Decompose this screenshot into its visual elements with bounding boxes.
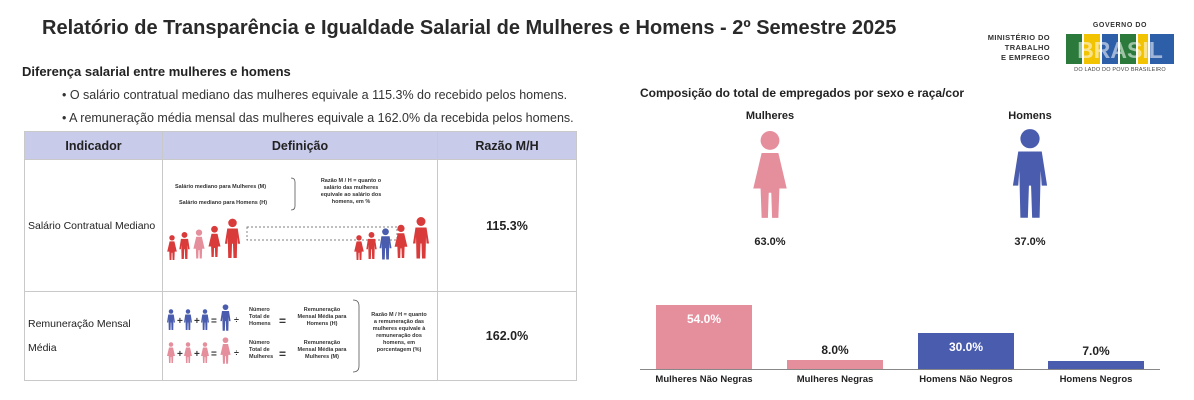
chart-baseline (640, 369, 1160, 370)
svg-text:+: + (177, 349, 183, 360)
women-label: Mulheres (745, 110, 795, 122)
num-women-label: Número Total de Mulheres (249, 340, 274, 360)
svg-text:+: + (177, 316, 183, 327)
men-percent: 37.0% (1014, 236, 1046, 248)
women-median-label: Salário mediano para Mulheres (M) (175, 184, 267, 190)
svg-text:+: + (194, 349, 200, 360)
svg-text:=: = (279, 314, 286, 328)
category-label: Mulheres Não Negras (655, 374, 753, 385)
page-title: Relatório de Transparência e Igualdade S… (42, 17, 897, 39)
average-remuneration-illustration: + + = ÷ = + + = ÷ = (167, 299, 360, 373)
man-icon (1012, 129, 1048, 218)
bullet-median-salary: • O salário contratual mediano das mulhe… (62, 88, 568, 102)
composition-title: Composição do total de empregados por se… (640, 86, 965, 100)
men-label: Homens (1008, 110, 1052, 122)
woman-icon (753, 131, 787, 218)
svg-text:÷: ÷ (234, 348, 239, 358)
svg-text:BRASIL: BRASIL (1077, 37, 1163, 63)
svg-text:÷: ÷ (234, 315, 239, 325)
svg-text:=: = (211, 349, 217, 360)
header-definition: Definição (162, 131, 438, 160)
salary-section-title: Diferença salarial entre mulheres e home… (22, 64, 291, 79)
header-indicator: Indicador (24, 131, 163, 160)
gov-subtitle: DO LADO DO POVO BRASILEIRO (1074, 67, 1166, 73)
indicator-table: Indicador Definição Razão M/H Salário Co… (24, 131, 577, 381)
rem-women-label: Remuneração Mensal Média para Mulheres (… (297, 340, 347, 360)
indicator-average-remuneration: Remuneração Mensal Média (24, 291, 163, 381)
svg-text:=: = (211, 316, 217, 327)
ratio-average-remuneration: 162.0% (437, 291, 577, 381)
men-median-label: Salário mediano para Homens (H) (179, 200, 268, 206)
rem-men-label: Remuneração Mensal Média para Homens (H) (297, 307, 347, 327)
ministry-logo: MINISTÉRIO DO TRABALHO E EMPREGO (987, 33, 1050, 62)
women-percent: 63.0% (754, 236, 786, 248)
indicator-median-salary: Salário Contratual Mediano (24, 159, 163, 292)
bar-4 (1048, 361, 1144, 369)
ratio-median-salary: 115.3% (437, 159, 577, 292)
num-men-label: Número Total de Homens (249, 307, 271, 327)
svg-text:=: = (279, 347, 286, 361)
category-label: Homens Negros (1059, 374, 1133, 385)
bar-3 (918, 333, 1014, 369)
definition-average-remuneration: + + = ÷ = + + = ÷ = (162, 291, 438, 381)
bar-value-label: 30.0% (948, 340, 984, 354)
table-row: Salário Contratual Mediano Salário media… (24, 159, 577, 292)
bar-value-label: 54.0% (686, 312, 722, 326)
definition-median-salary: Salário mediano para Mulheres (M) Salári… (162, 159, 438, 292)
bar-2 (787, 360, 883, 369)
category-label: Homens Não Negros (919, 374, 1013, 385)
remuneration-ratio-explanation: Razão M / H = quanto a remuneração das m… (371, 312, 427, 353)
header-ratio: Razão M/H (437, 131, 577, 160)
table-row: Remuneração Mensal Média + + = ÷ = + (24, 291, 577, 381)
gov-top-text: GOVERNO DO (1092, 22, 1148, 29)
bar-1 (656, 305, 752, 369)
median-ratio-explanation: Razão M / H = quanto o salário das mulhe… (320, 178, 382, 205)
government-logo: GOVERNO DO BRASIL DO LADO DO POVO BRASIL… (1064, 22, 1176, 78)
median-salary-illustration (167, 177, 429, 260)
category-label: Mulheres Negras (796, 374, 874, 385)
bullet-average-remuneration: • A remuneração média mensal das mulhere… (62, 111, 574, 125)
bar-value-label: 7.0% (1082, 344, 1110, 358)
svg-text:+: + (194, 316, 200, 327)
brasil-wordmark-icon: BRASIL (1066, 34, 1174, 64)
bar-value-label: 8.0% (821, 343, 849, 357)
